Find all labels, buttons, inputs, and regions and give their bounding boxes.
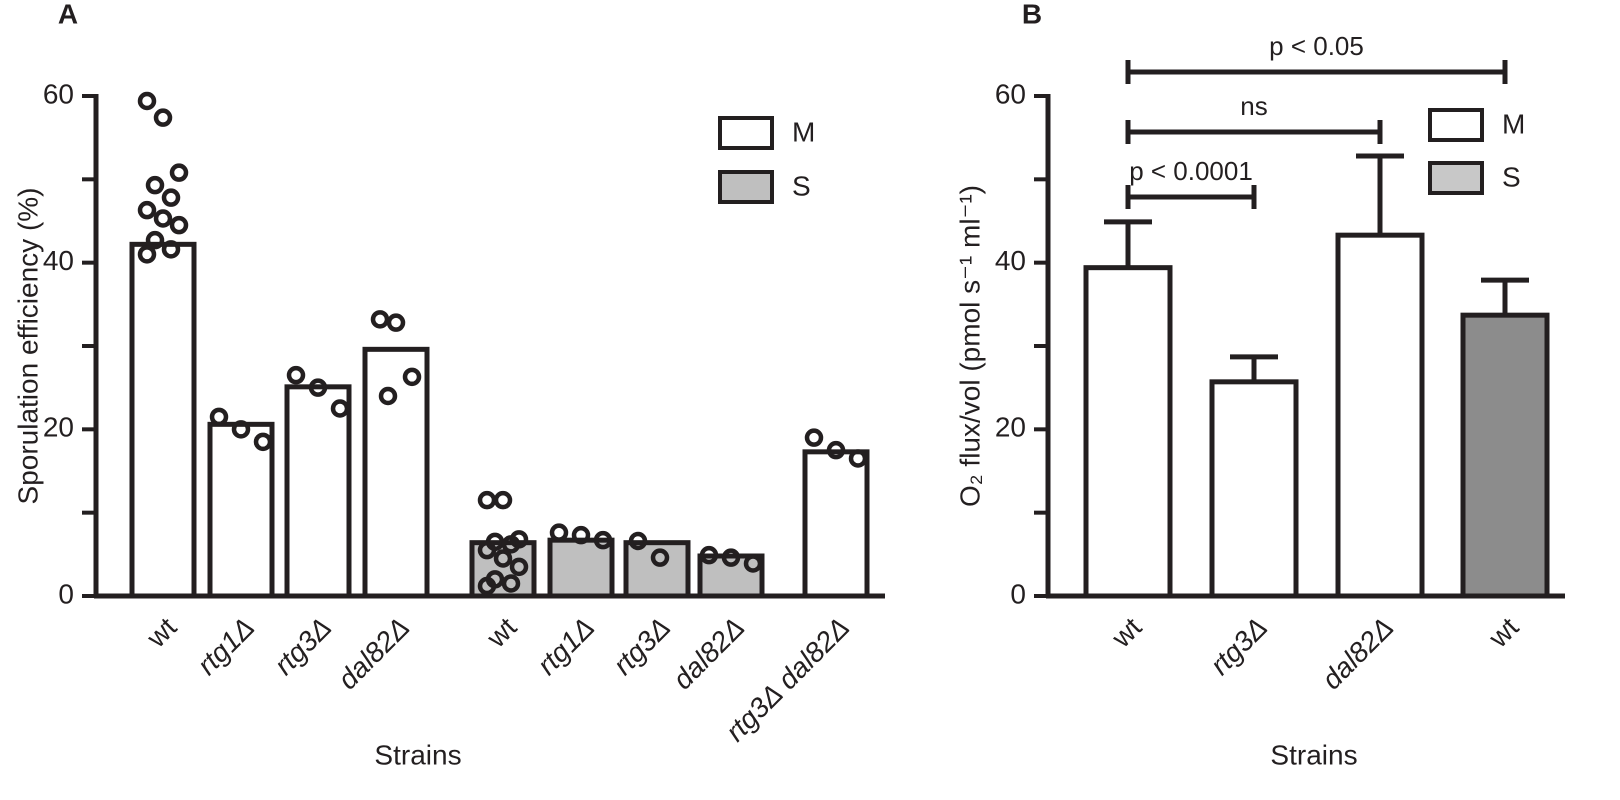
data-point — [477, 490, 497, 510]
data-point — [137, 245, 157, 264]
x-tick-label: wt — [140, 611, 183, 654]
legend-label: S — [792, 170, 811, 201]
significance-bracket — [1125, 120, 1383, 144]
legend-swatch — [718, 116, 774, 150]
x-tick-label: rtg1Δ — [191, 612, 260, 681]
legend-swatch — [718, 170, 774, 204]
legend-label: S — [1502, 161, 1521, 192]
data-point — [593, 530, 613, 550]
y-tick-label: 0 — [1010, 578, 1026, 609]
y-tick-label: 20 — [43, 412, 74, 443]
data-point — [169, 163, 189, 182]
x-tick-label: rtg3Δ — [607, 612, 676, 681]
data-point — [493, 549, 513, 568]
data-point — [145, 230, 165, 250]
data-point — [209, 407, 229, 427]
data-point — [161, 240, 181, 259]
legend-label: M — [1502, 108, 1525, 139]
data-point — [826, 440, 846, 460]
x-tick-label: wt — [1482, 611, 1525, 654]
data-point — [161, 188, 181, 207]
significance-label: p < 0.05 — [1269, 31, 1364, 61]
data-point — [501, 535, 521, 554]
data-point — [231, 420, 251, 439]
data-point — [628, 531, 648, 551]
x-tick-label: dal82Δ — [667, 612, 751, 696]
data-point — [848, 449, 868, 468]
data-point — [286, 365, 306, 385]
data-point — [169, 215, 189, 235]
y-tick-label: 40 — [995, 245, 1026, 276]
data-point — [549, 523, 569, 542]
y-axis-label: O₂ flux/vol (pmol s⁻¹ ml⁻¹) — [954, 185, 985, 507]
data-point — [370, 310, 390, 329]
data-point — [137, 200, 157, 220]
bar — [129, 241, 197, 599]
data-point — [330, 399, 350, 418]
significance-bracket — [1125, 60, 1508, 84]
significance-bracket — [1125, 185, 1257, 209]
data-point — [145, 175, 165, 195]
panel-label: B — [1022, 0, 1042, 29]
bar — [1335, 232, 1425, 599]
y-tick-label: 60 — [43, 78, 74, 109]
bar — [1460, 312, 1550, 599]
bar — [362, 346, 430, 599]
legend-swatch — [1428, 161, 1484, 195]
data-point — [804, 428, 824, 447]
significance-label: ns — [1240, 91, 1267, 121]
y-tick-label: 0 — [58, 578, 74, 609]
data-point — [509, 557, 529, 577]
data-point — [153, 108, 173, 127]
panel-label: A — [58, 0, 78, 29]
data-point — [308, 378, 328, 397]
data-point — [253, 432, 273, 452]
x-tick-label: rtg3Δ — [268, 612, 337, 681]
y-tick-label: 20 — [995, 412, 1026, 443]
bar — [547, 537, 615, 599]
data-point — [650, 548, 670, 567]
legend-label: M — [792, 116, 815, 147]
x-axis-label: Strains — [1270, 739, 1357, 770]
data-point — [699, 545, 719, 565]
data-point — [501, 574, 521, 593]
data-point — [493, 490, 513, 510]
data-point — [137, 91, 157, 111]
bar — [802, 449, 870, 599]
data-point — [477, 576, 497, 596]
x-axis-label: Strains — [374, 739, 461, 770]
significance-label: p < 0.0001 — [1129, 156, 1253, 186]
bar — [1083, 265, 1173, 599]
x-tick-label: dal82Δ — [1316, 612, 1400, 696]
bar — [284, 384, 352, 599]
bar — [1209, 379, 1299, 599]
bar — [207, 421, 275, 599]
data-point — [477, 540, 497, 560]
data-point — [721, 548, 741, 567]
x-tick-label: rtg1Δ — [531, 612, 600, 681]
x-tick-label: wt — [480, 611, 523, 654]
data-point — [153, 209, 173, 228]
y-axis-label: Sporulation efficiency (%) — [12, 188, 43, 505]
legend-swatch — [1428, 108, 1484, 142]
data-point — [743, 554, 763, 573]
data-point — [378, 386, 398, 406]
y-tick-label: 60 — [995, 78, 1026, 109]
y-tick-label: 40 — [43, 245, 74, 276]
data-point — [402, 367, 422, 387]
x-tick-label: rtg3Δ — [1204, 612, 1273, 681]
x-tick-label: wt — [1105, 611, 1148, 654]
data-point — [386, 313, 406, 332]
data-point — [571, 525, 591, 545]
x-tick-label: dal82Δ — [332, 612, 416, 696]
